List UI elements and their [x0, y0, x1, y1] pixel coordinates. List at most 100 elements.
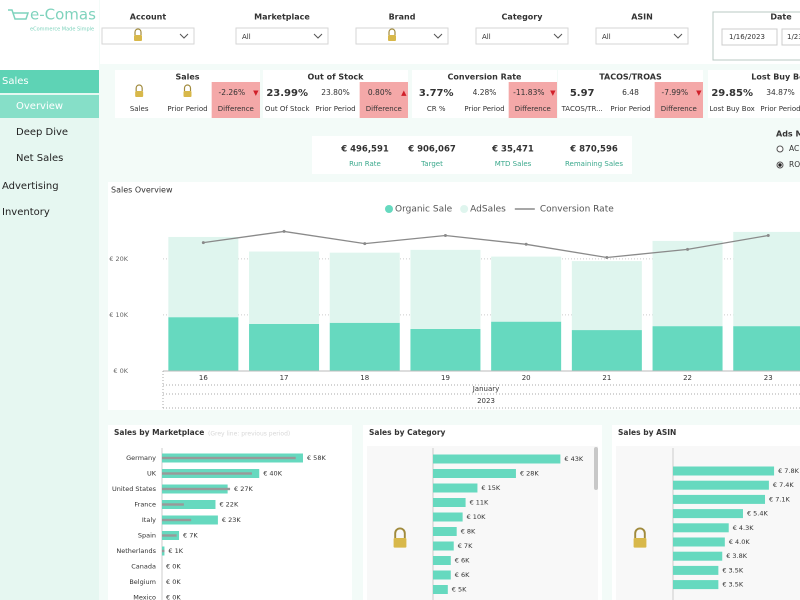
stacked-bar	[491, 256, 562, 322]
lock-body	[393, 538, 407, 548]
filter-label: Date	[770, 13, 792, 22]
value-label: € 15K	[481, 484, 500, 492]
line-point	[686, 247, 690, 251]
nav-active	[0, 70, 99, 93]
bar	[433, 585, 448, 594]
filter-bar	[100, 0, 800, 64]
nav-item[interactable]: Deep Dive	[16, 127, 68, 138]
y-tick-label: € 0K	[113, 367, 128, 375]
dropdown-chevron	[433, 33, 443, 39]
bar	[673, 523, 729, 533]
chart-title: Sales by ASIN	[618, 428, 676, 437]
kpi-label: Difference	[515, 105, 551, 113]
bar	[673, 466, 775, 476]
kpi-label: CR %	[427, 105, 446, 113]
nav-item[interactable]: Inventory	[2, 207, 50, 218]
value-label: € 11K	[470, 499, 489, 507]
filter-dropdown[interactable]	[101, 27, 195, 45]
value-label: € 43K	[564, 455, 583, 463]
value-label: € 8K	[461, 528, 476, 536]
stacked-bar	[733, 326, 800, 371]
bar	[433, 527, 457, 536]
lock-body	[134, 35, 142, 41]
stacked-bar	[571, 261, 642, 331]
stacked-bar	[733, 231, 800, 327]
filter-label: Marketplace	[254, 13, 310, 22]
line-point	[443, 233, 447, 237]
filter-dropdown[interactable]	[355, 27, 449, 45]
stacked-bar	[249, 251, 320, 324]
kpi-title: Sales	[175, 73, 199, 82]
filter-dropdown[interactable]	[595, 27, 689, 45]
kpi-label: Prior Period	[315, 105, 355, 113]
date-from: 1/16/2023	[729, 33, 765, 41]
bar	[433, 541, 454, 551]
nav-item[interactable]: Advertising	[2, 181, 59, 192]
kpi-value: 0.80%	[368, 88, 392, 97]
category-label: Canada	[131, 563, 156, 571]
lock-shackle	[394, 527, 406, 538]
value-label: € 28K	[520, 470, 539, 478]
filter-dropdown[interactable]	[235, 27, 329, 45]
x-tick-label: 22	[683, 374, 692, 382]
kpi-title: TACOS/TROAS	[599, 73, 662, 82]
dropdown-chevron	[179, 33, 189, 39]
prior-period-line	[162, 534, 177, 537]
value-label: € 0K	[166, 578, 181, 586]
line-point	[282, 229, 286, 233]
prior-period-line	[162, 549, 165, 553]
x-axis-subtitle: 2023	[477, 397, 495, 405]
logo-text: e-Comas	[30, 6, 96, 24]
prior-period-line	[162, 503, 184, 506]
radio-dot	[778, 163, 782, 167]
nav-item[interactable]: Overview	[16, 101, 63, 112]
line-point	[201, 241, 205, 245]
radio-button[interactable]	[776, 145, 784, 153]
nav-item[interactable]: Net Sales	[16, 153, 63, 164]
target-value: € 35,471	[491, 145, 534, 155]
kpi-value: -2.26%	[219, 88, 246, 97]
x-tick-label: 18	[360, 374, 369, 382]
kpi-label: Prior Period	[464, 105, 504, 113]
lock-body	[633, 538, 647, 548]
lock-shackle	[183, 84, 192, 91]
bar	[673, 494, 766, 504]
filter-dropdown[interactable]	[475, 27, 569, 45]
chart-title: Sales Overview	[111, 186, 173, 195]
date-input[interactable]	[781, 28, 800, 46]
prior-period-line	[162, 472, 252, 475]
kpi-label: Difference	[366, 105, 402, 113]
line-point	[605, 256, 609, 260]
logo-tagline: eCommerce Made Simple	[30, 27, 94, 33]
nav-item[interactable]: Sales	[2, 76, 29, 87]
stacked-bar	[410, 328, 481, 371]
chart-note: (Grey line: previous period)	[208, 431, 290, 438]
category-label: Mexico	[133, 594, 156, 600]
kpi-label: Difference	[661, 105, 697, 113]
value-label: € 7.1K	[769, 495, 791, 503]
value-label: € 7.8K	[778, 467, 800, 475]
prior-period-line	[162, 487, 231, 491]
line-point	[363, 242, 367, 246]
x-axis-title: January	[472, 385, 500, 393]
target-label: Run Rate	[349, 160, 381, 168]
value-label: € 40K	[263, 470, 282, 478]
kpi-card	[708, 70, 800, 118]
date-input[interactable]	[721, 28, 778, 46]
filter-value: All	[602, 33, 611, 41]
legend-label: Organic Sale	[395, 205, 453, 215]
radio-option: AC	[789, 144, 799, 153]
nav-sub-active	[0, 95, 99, 118]
x-tick-label: 16	[199, 374, 208, 382]
bar	[162, 500, 216, 509]
value-label: € 5.4K	[747, 510, 769, 518]
difference-highlight	[359, 82, 408, 118]
filter-label: Account	[130, 13, 167, 22]
x-tick-label: 21	[602, 374, 611, 382]
logo-area	[0, 0, 99, 70]
scrollbar[interactable]	[594, 447, 598, 490]
x-tick-label: 19	[441, 374, 450, 382]
stacked-bar	[571, 330, 642, 371]
radio-title: Ads M	[776, 130, 800, 139]
kpi-label: TACOS/TR...	[561, 105, 603, 113]
